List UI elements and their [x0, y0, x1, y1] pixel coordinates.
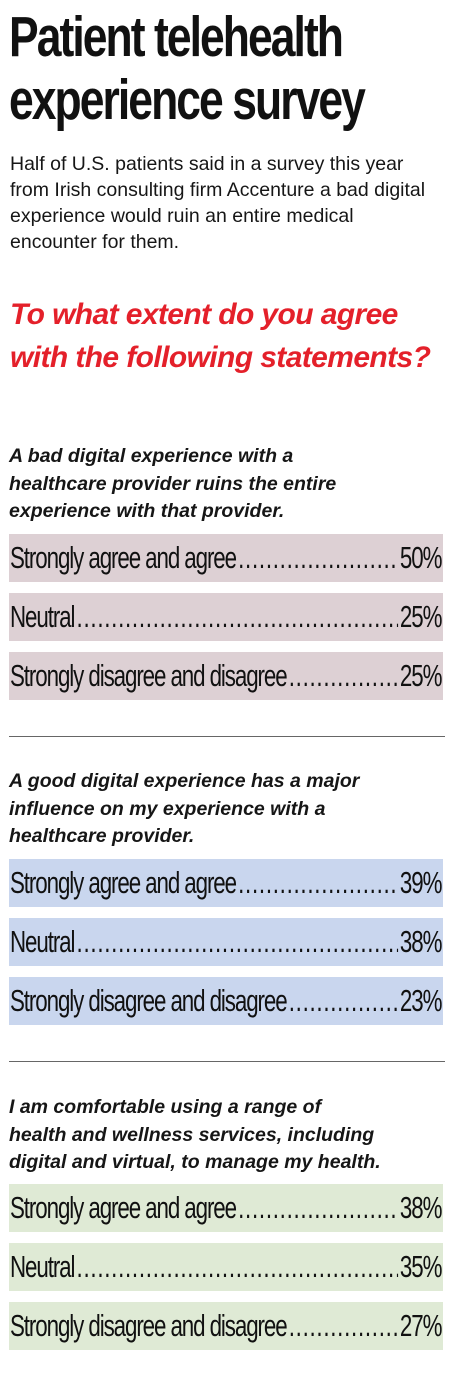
- statement-1-line-3: experience with that provider.: [9, 500, 285, 522]
- section-2-row-3: Strongly disagree and disagree 23%: [9, 977, 443, 1025]
- row-label: Strongly disagree and disagree: [10, 1308, 288, 1343]
- dot-leader: [289, 984, 398, 1018]
- statement-1-line-1: A bad digital experience with a: [9, 445, 294, 467]
- row-label: Neutral: [10, 924, 75, 959]
- row-value: 50%: [399, 540, 443, 575]
- row-label: Neutral: [10, 599, 75, 634]
- row-value: 38%: [399, 1190, 443, 1225]
- statement-3-line-1: I am comfortable using a range of: [9, 1096, 322, 1118]
- statement-3-line-2: health and wellness services, including: [9, 1123, 375, 1146]
- title-line-2: experience survey: [9, 68, 366, 132]
- section-2-row-2: Neutral 38%: [9, 918, 443, 966]
- row-label: Strongly agree and agree: [10, 1190, 237, 1225]
- page-title: Patient telehealth experience survey: [9, 5, 366, 132]
- section-2-row-1: Strongly agree and agree 39%: [9, 859, 443, 907]
- statement-3-line-3: digital and virtual, to manage my health…: [9, 1151, 381, 1173]
- row-label: Strongly agree and agree: [10, 540, 237, 575]
- title-line-1: Patient telehealth: [9, 5, 344, 69]
- row-value: 35%: [399, 1249, 443, 1284]
- section-1-row-3: Strongly disagree and disagree 25%: [9, 652, 443, 700]
- row-value: 23%: [399, 983, 443, 1018]
- dot-leader: [77, 600, 398, 634]
- statement-1-line-2: healthcare provider ruins the entire: [9, 472, 337, 495]
- statement-2-line-2: influence on my experience with a: [9, 797, 326, 820]
- dot-leader: [238, 1191, 398, 1225]
- statement-2-line-3: healthcare provider.: [9, 825, 195, 847]
- dot-leader: [238, 541, 398, 575]
- dot-leader: [238, 866, 398, 900]
- dot-leader: [289, 659, 398, 693]
- question-heading: To what extent do you agree with the fol…: [10, 298, 431, 374]
- row-value: 38%: [399, 924, 443, 959]
- section-3-row-3: Strongly disagree and disagree 27%: [9, 1302, 443, 1350]
- row-label: Strongly disagree and disagree: [10, 983, 288, 1018]
- section-1-row-2: Neutral 25%: [9, 593, 443, 641]
- section-3-row-2: Neutral 35%: [9, 1243, 443, 1291]
- section-1-row-1: Strongly agree and agree 50%: [9, 534, 443, 582]
- dot-leader: [289, 1309, 398, 1343]
- row-value: 27%: [399, 1308, 443, 1343]
- dot-leader: [77, 1250, 398, 1284]
- section-divider-1: [9, 736, 445, 737]
- dot-leader: [77, 925, 398, 959]
- row-label: Strongly agree and agree: [10, 865, 237, 900]
- statement-3: I am comfortable using a range of health…: [9, 1094, 381, 1177]
- statement-1: A bad digital experience with a healthca…: [9, 443, 336, 526]
- statement-2-line-1: A good digital experience has a major: [9, 770, 360, 792]
- row-value: 25%: [399, 599, 443, 634]
- statement-2: A good digital experience has a major in…: [9, 768, 359, 851]
- subtitle: Half of U.S. patients said in a survey t…: [10, 153, 426, 253]
- section-3-row-1: Strongly agree and agree 38%: [9, 1184, 443, 1232]
- row-value: 39%: [399, 865, 443, 900]
- row-label: Neutral: [10, 1249, 75, 1284]
- section-divider-2: [9, 1061, 445, 1062]
- row-value: 25%: [399, 658, 443, 693]
- row-label: Strongly disagree and disagree: [10, 658, 288, 693]
